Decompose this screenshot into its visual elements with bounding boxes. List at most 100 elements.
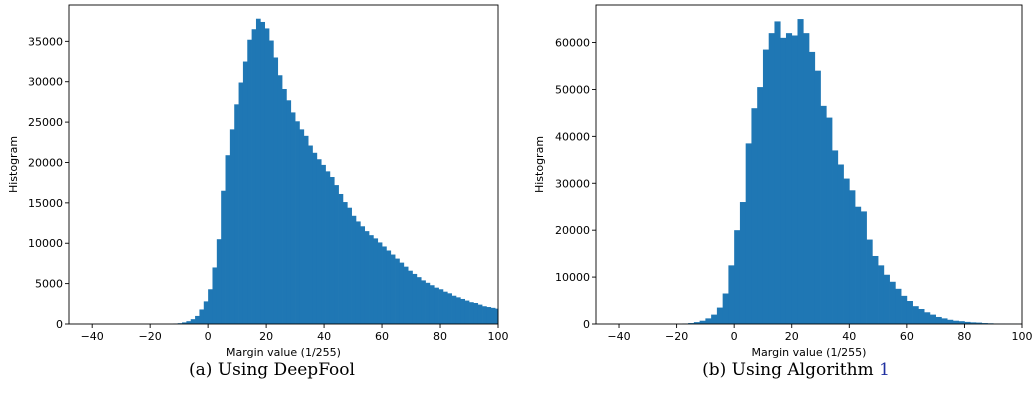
histogram-bar [455, 297, 461, 324]
histogram-bar [918, 308, 925, 324]
histogram-bar [495, 308, 499, 324]
histogram-bar [964, 321, 971, 324]
histogram-bar [482, 306, 487, 324]
x-axis-label: Margin value (1/255) [226, 346, 341, 359]
x-tick-label: −20 [139, 330, 162, 343]
x-tick-label: 100 [488, 330, 509, 343]
histogram-chart-algorithm: −40 −20 0 20 40 60 80 100 0 10000 20000 30000 40000 5… [533, 4, 1033, 359]
y-tick-label: 40000 [555, 130, 590, 143]
plot-frame [595, 4, 1023, 325]
histogram-bar [728, 265, 735, 324]
histogram-bar [312, 152, 318, 324]
histogram-bar [469, 302, 474, 324]
histogram-bar [451, 295, 457, 324]
histogram-bar [832, 150, 839, 324]
histogram-bar [473, 303, 479, 324]
histogram-bar [216, 239, 222, 324]
histogram-bar [486, 307, 492, 324]
histogram-bar [221, 190, 226, 324]
histogram-bar [369, 235, 374, 324]
histogram-bar [282, 88, 287, 325]
histogram-bar [924, 312, 931, 324]
histogram-bar [212, 267, 218, 324]
histogram-chart-deepfool: −40 −20 0 20 40 60 80 100 0 5000 10000 15000 20000 25… [7, 4, 509, 359]
histogram-bar [251, 29, 257, 325]
y-axis-label: Histogram [7, 136, 20, 193]
histogram-bar [316, 159, 322, 324]
histogram-bar [791, 35, 798, 324]
histogram-bar [860, 211, 867, 324]
histogram-bar [688, 323, 695, 324]
histogram-bar [390, 254, 396, 324]
histogram-bar [195, 315, 200, 324]
histogram-bar [395, 258, 400, 324]
histogram-bar [264, 28, 270, 324]
histogram-bar [308, 145, 313, 324]
x-tick-label: 100 [1012, 330, 1033, 343]
histogram-bar [425, 282, 431, 324]
histogram-bar [970, 322, 977, 324]
histogram-bar [693, 322, 700, 324]
histogram-bar [849, 190, 856, 324]
histogram-bar [872, 255, 879, 324]
histogram-bar [225, 155, 231, 324]
histogram-bar [490, 307, 496, 324]
histogram-bar [438, 289, 444, 324]
histogram-bar [901, 295, 908, 324]
histogram-bar [277, 75, 283, 324]
histogram-bar [208, 289, 213, 324]
x-tick-label: 80 [957, 330, 971, 343]
histogram-bar [889, 281, 896, 324]
caption-a: (a) Using DeepFool [189, 360, 355, 380]
histogram-bar [803, 33, 810, 324]
histogram-bar [895, 288, 902, 324]
histogram-bar [981, 323, 988, 324]
histogram-bar [820, 105, 827, 324]
algorithm-reference-link[interactable]: 1 [879, 360, 890, 380]
x-tick-label: −40 [81, 330, 104, 343]
histogram-bar [434, 287, 439, 324]
histogram-bar [403, 266, 409, 324]
x-tick-label: 80 [433, 330, 447, 343]
histogram-bar [929, 314, 936, 324]
histogram-bar [234, 104, 239, 325]
histogram-bar [416, 277, 422, 324]
x-tick-label: 60 [375, 330, 389, 343]
histogram-bar [247, 39, 252, 324]
x-tick-label: 40 [317, 330, 331, 343]
histogram-bar [290, 112, 296, 324]
histogram-bar [716, 307, 723, 324]
histogram-bar [941, 318, 948, 324]
histogram-bar [705, 318, 712, 324]
histogram-bar [745, 143, 752, 324]
x-tick-label: 40 [842, 330, 856, 343]
histogram-bar [768, 33, 775, 324]
histogram-bar [442, 291, 448, 324]
histogram-bar [699, 320, 706, 324]
histogram-bar [814, 70, 821, 324]
histogram-bar [843, 178, 850, 324]
x-tick-label: 0 [205, 330, 212, 343]
histogram-bar [229, 129, 235, 324]
histogram-bar [421, 280, 426, 324]
histogram-bar [429, 285, 435, 324]
y-tick-label: 60000 [555, 37, 590, 50]
histogram-bar [399, 262, 405, 324]
histogram-bar [299, 129, 305, 324]
y-tick-label: 25000 [28, 116, 63, 129]
histogram-bar [906, 301, 913, 324]
y-tick-label: 20000 [28, 156, 63, 169]
histogram-bar [325, 171, 331, 324]
histogram-bar [780, 37, 787, 325]
histogram-bar [286, 100, 292, 324]
histogram-bar [377, 242, 383, 324]
histogram-bar [975, 322, 983, 324]
y-axis-label: Histogram [533, 136, 546, 193]
histogram-bar [739, 202, 747, 324]
histogram-bar [342, 202, 348, 324]
histogram-bar [386, 250, 392, 324]
histogram-bar [238, 82, 244, 324]
histogram-bar [303, 135, 309, 324]
histogram-bar [952, 320, 960, 324]
histogram-bar [837, 164, 844, 324]
